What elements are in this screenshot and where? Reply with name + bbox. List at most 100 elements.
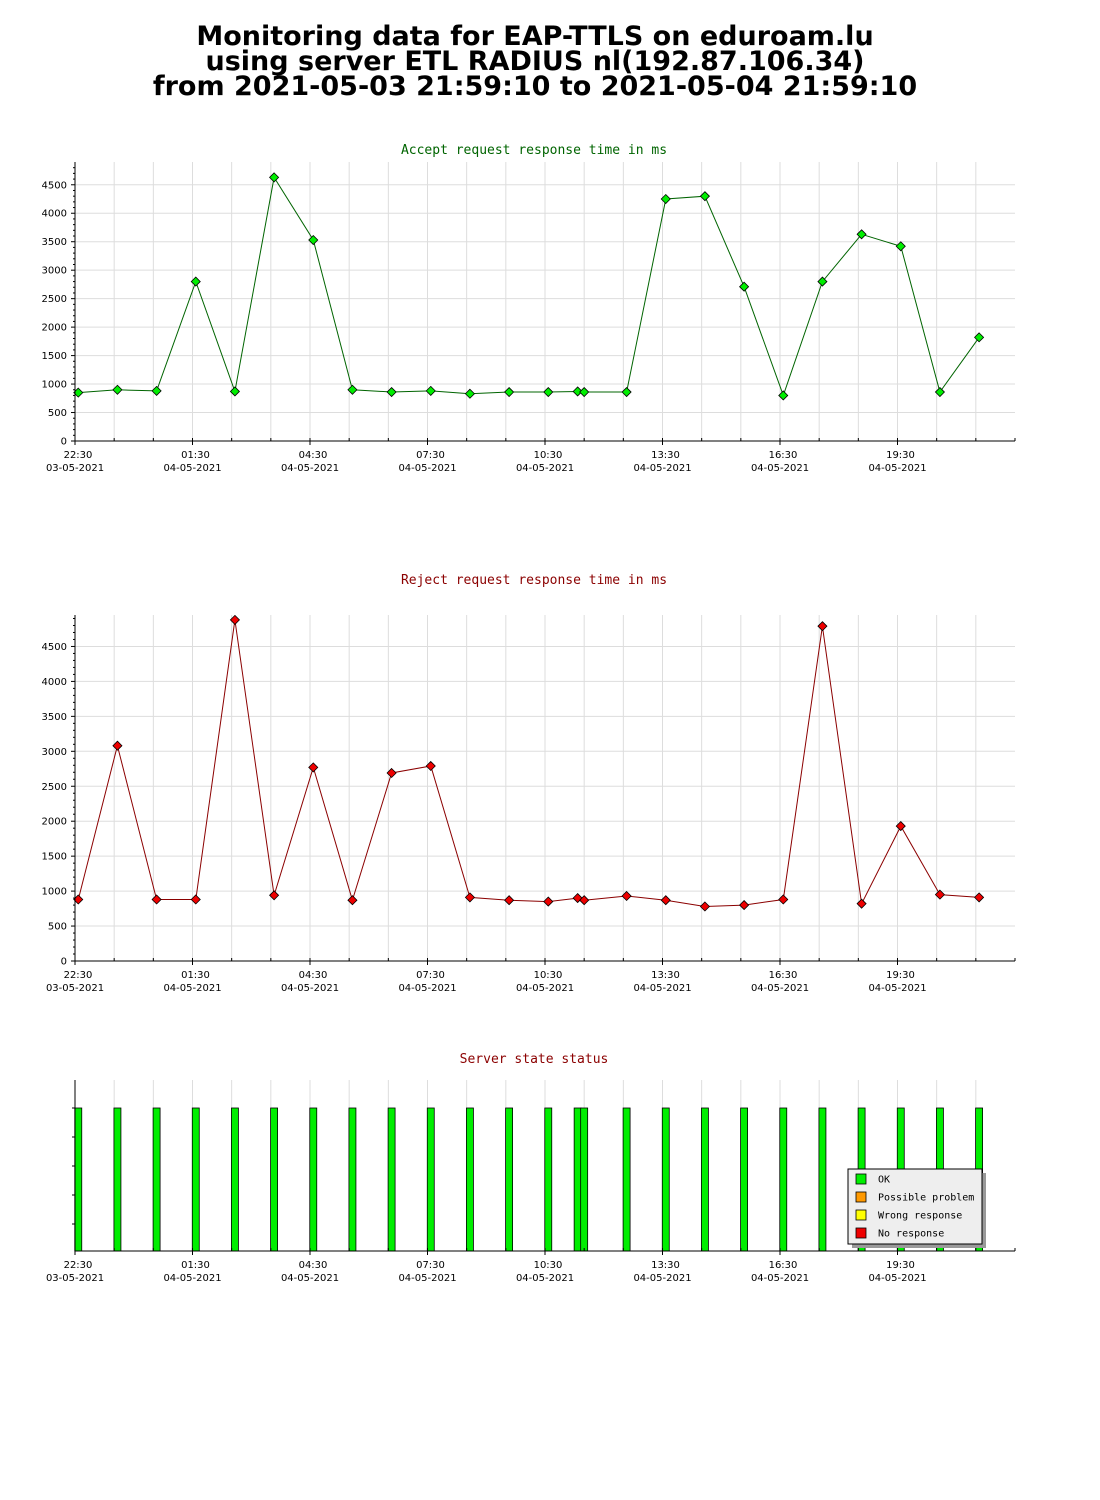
- y-tick-label: 0: [61, 437, 67, 448]
- data-point: [269, 172, 280, 183]
- x-tick-time: 16:30: [769, 1260, 798, 1271]
- y-tick-label: 1000: [42, 887, 67, 898]
- x-tick-time: 13:30: [651, 450, 680, 461]
- status-bar: [270, 1107, 278, 1252]
- data-point: [621, 386, 632, 398]
- x-tick-date: 04-05-2021: [398, 463, 456, 474]
- y-tick-label: 4500: [42, 642, 67, 653]
- legend-swatch: [855, 1227, 867, 1239]
- x-tick-date: 04-05-2021: [633, 463, 691, 474]
- page-title-line-3: from 2021-05-03 21:59:10 to 2021-05-04 2…: [152, 71, 918, 102]
- x-tick-time: 07:30: [416, 1260, 445, 1271]
- chart-title: Server state status: [460, 1052, 609, 1067]
- status-bar: [622, 1107, 631, 1252]
- x-tick-date: 04-05-2021: [163, 983, 221, 994]
- data-point: [778, 894, 789, 905]
- status-bar: [113, 1107, 122, 1252]
- y-tick-label: 2000: [42, 817, 67, 828]
- page-title: Monitoring data for EAP-TTLS on eduroam.…: [0, 21, 1070, 102]
- data-point: [856, 898, 867, 909]
- status-bar: [573, 1107, 582, 1252]
- status-bar: [309, 1107, 318, 1252]
- x-tick-date: 04-05-2021: [281, 983, 339, 994]
- x-tick-date: 04-05-2021: [163, 463, 221, 474]
- x-tick-date: 04-05-2021: [633, 983, 691, 994]
- x-tick-date: 04-05-2021: [633, 1273, 691, 1284]
- status-bar: [387, 1107, 396, 1252]
- status-bar: [740, 1107, 748, 1252]
- y-tick-label: 3500: [42, 712, 67, 723]
- data-point: [112, 384, 123, 395]
- data-point: [504, 895, 515, 906]
- x-tick-time: 10:30: [534, 450, 563, 461]
- x-tick-time: 22:30: [64, 1260, 93, 1271]
- legend-label: No response: [878, 1229, 944, 1240]
- x-tick-time: 01:30: [181, 1260, 210, 1271]
- status-bar: [348, 1107, 357, 1252]
- y-tick-label: 3000: [42, 747, 67, 758]
- data-point: [308, 234, 319, 246]
- data-point: [934, 889, 945, 900]
- y-tick-label: 0: [61, 957, 67, 968]
- x-tick-time: 13:30: [651, 970, 680, 981]
- x-tick-time: 16:30: [769, 450, 798, 461]
- data-point: [895, 821, 906, 832]
- y-tick-label: 1500: [42, 351, 67, 362]
- data-point: [425, 385, 436, 396]
- series-line: [77, 619, 980, 908]
- x-tick-date: 04-05-2021: [868, 1273, 926, 1284]
- x-tick-time: 01:30: [181, 970, 210, 981]
- x-tick-date: 04-05-2021: [398, 1273, 456, 1284]
- x-tick-date: 04-05-2021: [163, 1273, 221, 1284]
- x-tick-time: 19:30: [886, 450, 915, 461]
- y-tick-label: 500: [48, 408, 67, 419]
- status-bar: [661, 1107, 670, 1252]
- chart-3: Server state status OK Possible problem Wro…: [46, 1052, 1016, 1284]
- data-point: [308, 762, 319, 773]
- status-bar: [426, 1107, 435, 1252]
- chart-title: Accept request response time in ms: [401, 143, 667, 158]
- legend-label: OK: [878, 1175, 890, 1186]
- chart-title: Reject request response time in ms: [401, 573, 667, 588]
- x-tick-date: 03-05-2021: [46, 463, 104, 474]
- status-bar: [818, 1107, 827, 1252]
- x-tick-date: 04-05-2021: [516, 983, 574, 994]
- x-tick-date: 04-05-2021: [281, 1273, 339, 1284]
- page-title-line-2: using server ETL RADIUS nl(192.87.106.34…: [205, 46, 865, 77]
- series-line: [78, 176, 980, 397]
- data-point: [229, 386, 240, 397]
- data-point: [269, 890, 280, 901]
- x-tick-date: 04-05-2021: [751, 463, 809, 474]
- data-point: [151, 385, 162, 396]
- y-tick-label: 2500: [42, 782, 67, 793]
- x-tick-time: 04:30: [299, 450, 328, 461]
- data-point: [112, 740, 123, 751]
- data-point: [572, 386, 583, 397]
- legend-swatch: [855, 1191, 867, 1203]
- legend: OK Possible problem Wrong response No respo…: [847, 1168, 986, 1248]
- data-point: [699, 901, 710, 912]
- data-point: [579, 386, 590, 398]
- x-tick-time: 22:30: [64, 970, 93, 981]
- status-bar: [466, 1107, 474, 1252]
- x-tick-time: 19:30: [886, 970, 915, 981]
- page-title-line-1: Monitoring data for EAP-TTLS on eduroam.…: [196, 21, 874, 52]
- data-point: [817, 621, 828, 632]
- x-tick-time: 07:30: [416, 970, 445, 981]
- data-point: [699, 191, 710, 202]
- x-tick-time: 13:30: [651, 1260, 680, 1271]
- legend-box: [847, 1168, 983, 1245]
- y-tick-label: 1000: [42, 380, 67, 391]
- data-point: [386, 767, 397, 779]
- x-tick-date: 04-05-2021: [281, 463, 339, 474]
- x-tick-time: 16:30: [769, 970, 798, 981]
- status-bar: [152, 1107, 161, 1252]
- data-point: [386, 386, 397, 398]
- x-tick-date: 04-05-2021: [751, 983, 809, 994]
- status-bar: [580, 1107, 589, 1252]
- x-tick-time: 19:30: [886, 1260, 915, 1271]
- data-point: [660, 895, 671, 906]
- y-tick-label: 2000: [42, 323, 67, 334]
- data-point: [974, 892, 985, 903]
- legend-swatch: [855, 1209, 867, 1221]
